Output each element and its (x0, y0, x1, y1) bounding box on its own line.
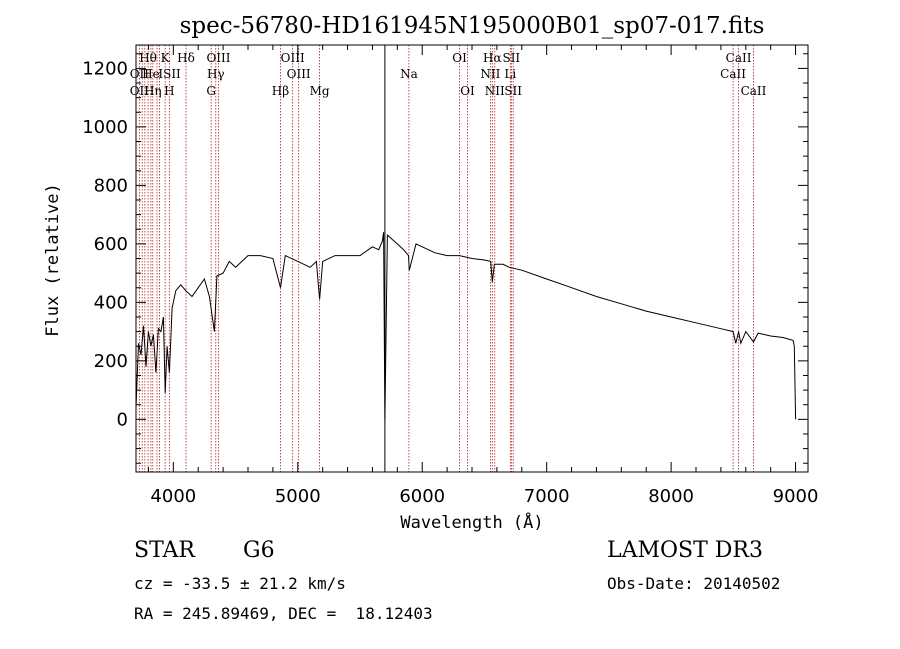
spectral-line-label-9: OIII (206, 51, 230, 65)
y-tick-label-5: 1000 (82, 117, 128, 138)
spectral-line-label-18: OI (460, 84, 475, 98)
spectral-line-label-15: Mg (310, 84, 330, 98)
spectral-line-label-3: He (142, 67, 160, 81)
x-tick-label-4: 8000 (648, 486, 694, 507)
spectral-line-label-14: OIII (287, 67, 311, 81)
spectral-line-label-24: SII (504, 84, 522, 98)
spectral-line-label-12: Hβ (272, 84, 289, 98)
spectral-line-markers (138, 45, 754, 472)
spectral-line-label-19: Hα (483, 51, 502, 65)
spectral-line-label-21: NII (485, 84, 505, 98)
spectral-line-label-5: K (161, 51, 171, 65)
spectral-line-label-16: Na (400, 67, 418, 81)
spectral-line-label-7: ISII (158, 67, 181, 81)
redshift-text: cz = -33.5 ± 21.2 km/s (134, 574, 346, 593)
y-tick-label-0: 0 (117, 409, 128, 430)
x-axis: 4000 5000 6000 7000 8000 9000 (147, 45, 819, 507)
y-tick-label-4: 800 (94, 175, 128, 196)
y-tick-label-6: 1200 (82, 58, 128, 79)
obs-date-text: Obs-Date: 20140502 (607, 574, 781, 593)
spectral-line-label-20: NII (480, 67, 500, 81)
object-type: STAR (134, 538, 195, 563)
spectral-line-label-27: CaII (741, 84, 767, 98)
x-tick-label-0: 4000 (150, 486, 196, 507)
x-tick-label-2: 6000 (399, 486, 445, 507)
y-tick-label-3: 600 (94, 234, 128, 255)
spectral-line-label-8: Hδ (177, 51, 195, 65)
spectral-line-label-11: G (206, 84, 216, 98)
y-axis: 0 200 400 600 800 1000 1200 (82, 53, 808, 464)
spectral-line-label-2: OII (130, 84, 150, 98)
spectral-line-label-22: SII (502, 51, 520, 65)
y-tick-label-1: 200 (94, 351, 128, 372)
object-subclass: G6 (243, 538, 275, 563)
spectral-line-label-0: Hθ (139, 51, 157, 65)
spectral-line-label-17: OI (452, 51, 467, 65)
survey-name: LAMOST DR3 (607, 538, 763, 563)
spectrum-series-line (135, 232, 797, 420)
coordinates-text: RA = 245.89469, DEC = 18.12403 (134, 604, 433, 623)
spectral-line-label-1: OII (130, 67, 150, 81)
x-tick-label-5: 9000 (773, 486, 819, 507)
x-axis-label: Wavelength (Å) (400, 511, 543, 533)
y-axis-label: Flux (relative) (43, 183, 63, 337)
spectral-line-label-10: Hγ (207, 67, 225, 81)
chart-title: spec-56780-HD161945N195000B01_sp07-017.f… (180, 13, 765, 39)
x-tick-label-1: 5000 (275, 486, 321, 507)
y-tick-label-2: 400 (94, 292, 128, 313)
spectral-line-label-4: Hη (144, 84, 162, 98)
spectral-line-label-6: H (164, 84, 174, 98)
spectral-line-label-26: CaII (720, 67, 746, 81)
spectral-line-label-25: CaII (726, 51, 752, 65)
spectral-line-label-13: OIII (281, 51, 305, 65)
x-tick-label-3: 7000 (524, 486, 570, 507)
spectral-line-label-23: Li (504, 67, 516, 81)
